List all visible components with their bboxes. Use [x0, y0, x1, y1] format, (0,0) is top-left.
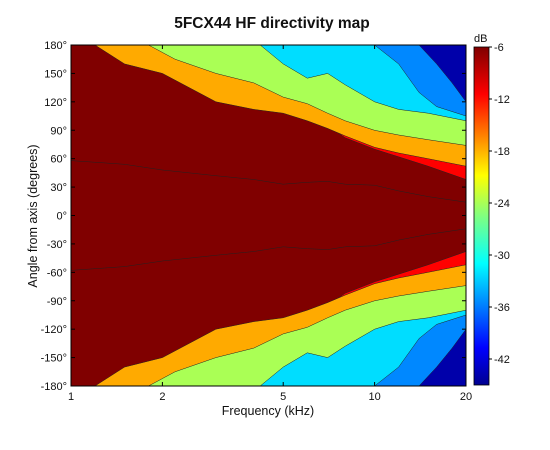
x-tick-label: 10 — [368, 391, 380, 403]
y-tick-label: -60° — [47, 267, 67, 279]
y-tick-label: 150° — [44, 68, 67, 80]
y-axis: 180° 150° 120° 90° 60° 30° 0° -30° -60° -90° -120°… — [41, 40, 466, 393]
colorbar-gradient — [473, 46, 490, 386]
x-axis-label: Frequency (kHz) — [222, 404, 314, 418]
y-tick-label: 60° — [50, 154, 67, 166]
colorbar: dB -6 -12 -18 -24 -30 -36 -42 — [473, 33, 510, 386]
colorbar-tick-label: -24 — [494, 198, 510, 210]
y-tick-label: -180° — [41, 381, 67, 393]
colorbar-tick-label: -18 — [494, 146, 510, 158]
x-tick-label: 1 — [68, 391, 74, 403]
y-axis-label: Angle from axis (degrees) — [26, 144, 40, 287]
colorbar-unit-label: dB — [474, 33, 487, 45]
y-tick-label: 120° — [44, 97, 67, 109]
contour-layers — [70, 44, 467, 387]
y-tick-label: 30° — [50, 182, 67, 194]
y-tick-label: -90° — [47, 296, 67, 308]
y-tick-label: -150° — [41, 353, 67, 365]
colorbar-tick-label: -6 — [494, 42, 504, 54]
chart-title: 5FCX44 HF directivity map — [174, 15, 370, 32]
y-tick-label: -30° — [47, 239, 67, 251]
y-tick-label: 90° — [50, 125, 67, 137]
y-tick-label: -120° — [41, 324, 67, 336]
plot-area — [70, 44, 467, 387]
x-tick-label: 2 — [159, 391, 165, 403]
y-tick-label: 0° — [56, 211, 67, 223]
x-tick-label: 5 — [280, 391, 286, 403]
colorbar-tick-label: -36 — [494, 302, 510, 314]
colorbar-ticks: -6 -12 -18 -24 -30 -36 -42 — [489, 42, 510, 366]
y-tick-label: 180° — [44, 40, 67, 52]
colorbar-tick-label: -12 — [494, 94, 510, 106]
colorbar-tick-label: -30 — [494, 250, 510, 262]
x-tick-label: 20 — [460, 391, 472, 403]
colorbar-tick-label: -42 — [494, 354, 510, 366]
x-axis: 1 2 5 10 20 — [68, 45, 472, 403]
